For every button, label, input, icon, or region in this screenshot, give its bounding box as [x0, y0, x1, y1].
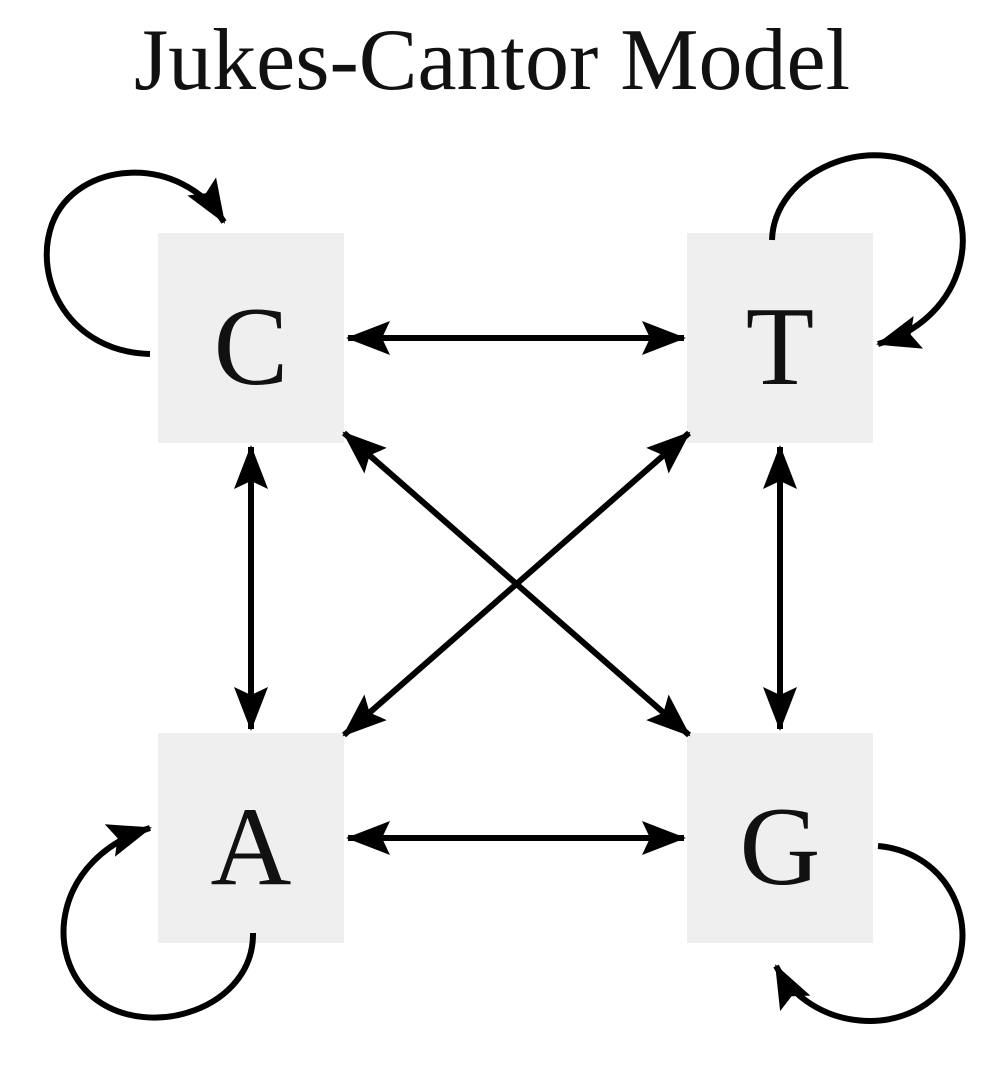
node-c: C [158, 233, 344, 443]
self-loop-t [769, 152, 966, 349]
node-t-box [687, 233, 873, 443]
node-a: A [158, 733, 344, 943]
node-c-box [158, 233, 344, 443]
node-a-label: A [211, 785, 292, 909]
node-g: G [687, 733, 873, 943]
edge-t-a [342, 430, 691, 738]
diagram-title: Jukes-Cantor Model [133, 12, 851, 109]
node-t: T [687, 233, 873, 443]
self-loop-c [43, 169, 227, 357]
node-a-box [158, 733, 344, 943]
node-t-label: T [746, 285, 814, 409]
node-c-label: C [214, 285, 289, 409]
self-loop-a [60, 824, 257, 1021]
self-loop-g [773, 843, 966, 1024]
node-g-label: G [740, 785, 821, 909]
node-g-box [687, 733, 873, 943]
